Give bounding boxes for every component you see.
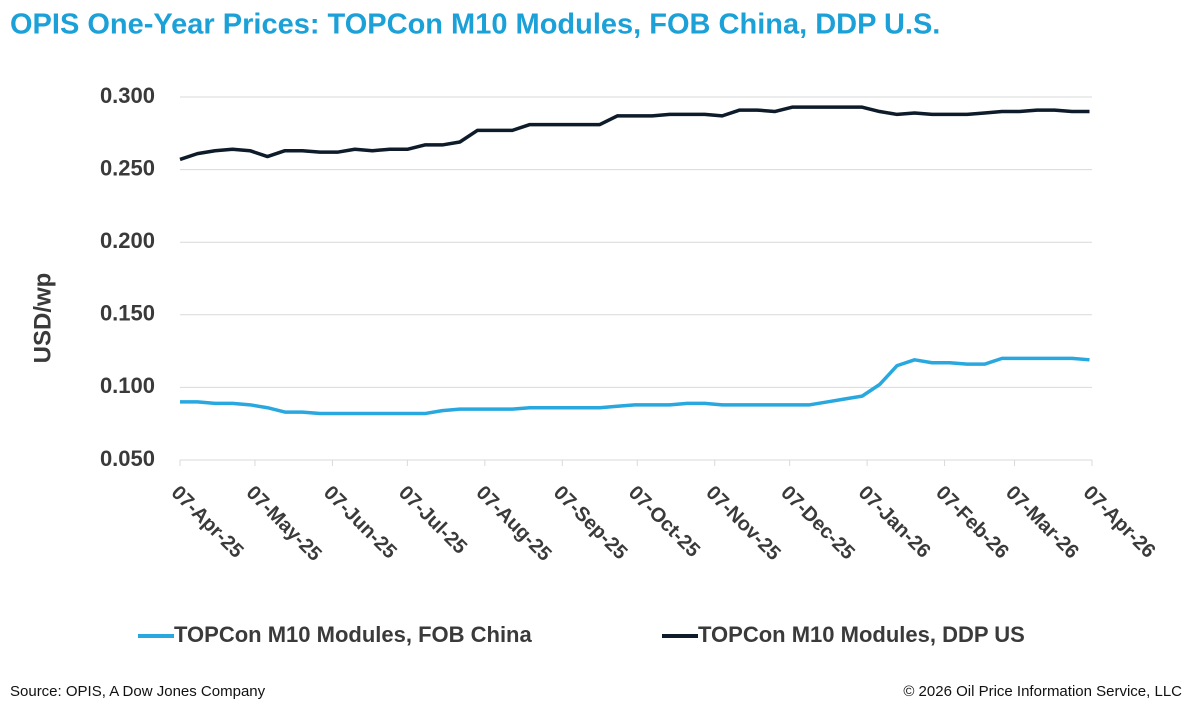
series-line: [180, 356, 1090, 416]
legend-label: TOPCon M10 Modules, FOB China: [174, 622, 532, 647]
x-tick-label: 07-Jul-25: [394, 482, 471, 559]
x-tick-label: 07-Jan-26: [854, 482, 935, 563]
y-tick-label: 0.200: [100, 228, 155, 253]
x-tick-label: 07-May-25: [242, 482, 326, 566]
source: Source: OPIS, A Dow Jones Company: [10, 683, 266, 700]
x-tick-label: 07-Dec-25: [776, 482, 858, 564]
x-tick-label: 07-Mar-26: [1001, 482, 1083, 564]
series-line: [179, 105, 1090, 162]
x-tick-label: 07-Oct-25: [624, 482, 704, 562]
y-tick-label: 0.100: [100, 373, 155, 398]
y-tick-label: 0.050: [100, 446, 155, 471]
x-tick-label: 07-Aug-25: [472, 482, 556, 566]
y-tick-label: 0.250: [100, 155, 155, 180]
y-tick-label: 0.300: [100, 83, 155, 108]
x-tick-label: 07-Jun-25: [319, 482, 401, 564]
x-tick-label: 07-Sep-25: [549, 482, 631, 564]
x-tick-label: 07-Apr-25: [167, 482, 248, 563]
x-tick-label: 07-Feb-26: [931, 482, 1013, 564]
copyright: © 2026 Oil Price Information Service, LL…: [903, 683, 1182, 700]
chart-title: OPIS One-Year Prices: TOPCon M10 Modules…: [10, 9, 940, 41]
y-axis-label: USD/wp: [29, 273, 56, 364]
y-tick-label: 0.150: [100, 301, 155, 326]
x-tick-label: 07-Nov-25: [701, 482, 784, 565]
x-tick-label: 07-Apr-26: [1079, 482, 1160, 563]
legend-label: TOPCon M10 Modules, DDP US: [698, 622, 1025, 647]
